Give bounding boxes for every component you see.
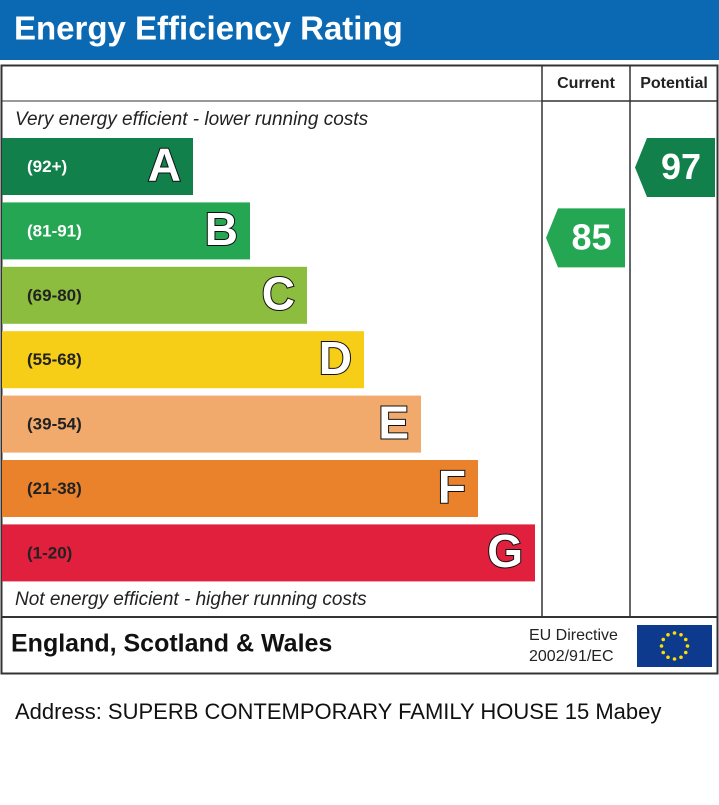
band-letter: E [378, 396, 409, 448]
address: Address: SUPERB CONTEMPORARY FAMILY HOUS… [15, 699, 661, 724]
band-bar [2, 202, 250, 260]
band-letter: G [487, 525, 523, 577]
rating-arrow [546, 208, 625, 268]
frame [0, 64, 719, 675]
band-bar [2, 331, 364, 389]
directive: 2002/91/EC [529, 648, 614, 665]
rating-value: 97 [661, 146, 701, 187]
eu-flag [637, 625, 712, 667]
column-header: Current [557, 75, 615, 92]
flag-star [672, 631, 677, 635]
flag-star [659, 644, 664, 648]
top-note: Very energy efficient - lower running co… [15, 109, 369, 130]
rating-value: 85 [571, 216, 611, 257]
chart-title: Energy Efficiency Rating [14, 10, 403, 47]
flag-star [683, 650, 688, 655]
band-letter: D [319, 332, 352, 384]
flag-star [661, 650, 666, 655]
band-letter: B [205, 203, 238, 255]
flag-star [666, 655, 670, 660]
band-letter: A [148, 139, 181, 191]
band-range: (39-54) [27, 415, 82, 434]
band-bar [2, 138, 193, 195]
flag-star [679, 632, 683, 637]
band-bar [2, 524, 535, 582]
flag-star [683, 637, 688, 642]
region: England, Scotland & Wales [11, 630, 332, 658]
band-bar [2, 460, 478, 517]
band-range: (1-20) [27, 543, 72, 562]
band-bar [2, 266, 307, 324]
flag-star [661, 637, 666, 642]
flag-star [679, 655, 683, 660]
flag-star [666, 632, 670, 637]
title-bar [0, 0, 719, 60]
band-range: (21-38) [27, 479, 82, 498]
band-bar [2, 395, 421, 453]
column-header: Potential [640, 75, 708, 92]
bottom-note: Not energy efficient - higher running co… [15, 589, 367, 610]
rating-arrow [635, 138, 715, 197]
band-range: (81-91) [27, 221, 82, 240]
flag-star [672, 657, 677, 661]
band-range: (55-68) [27, 350, 82, 369]
band-range: (92+) [27, 157, 67, 176]
band-letter: C [262, 267, 295, 319]
band-letter: F [438, 461, 466, 513]
flag-star [685, 644, 690, 648]
directive: EU Directive [529, 627, 618, 644]
band-range: (69-80) [27, 286, 82, 305]
